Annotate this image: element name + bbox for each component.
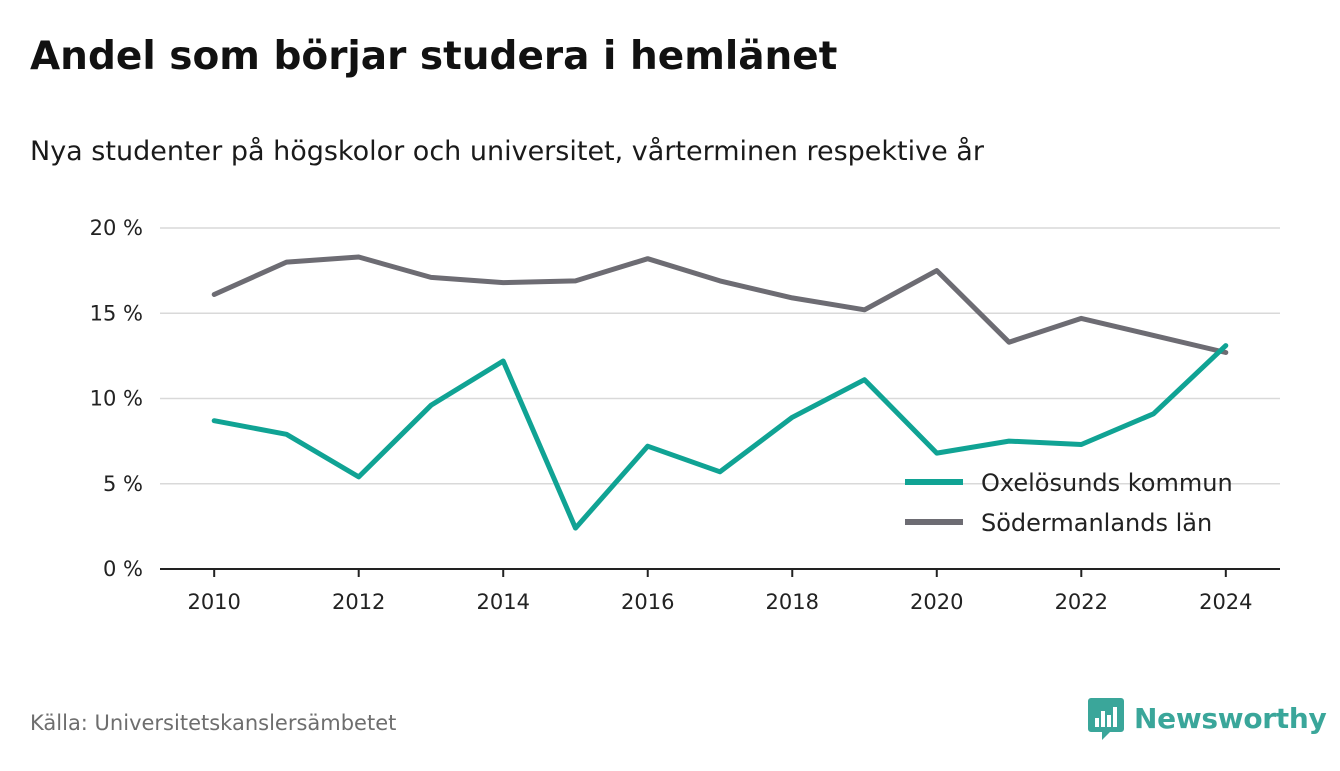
x-tick-label: 2010 bbox=[187, 590, 240, 614]
x-tick-label: 2012 bbox=[332, 590, 385, 614]
y-tick-label: 15 % bbox=[90, 301, 143, 325]
brand-name: Newsworthy bbox=[1134, 701, 1327, 735]
x-tick-label: 2022 bbox=[1055, 590, 1108, 614]
x-tick-label: 2024 bbox=[1199, 590, 1252, 614]
gridlines bbox=[160, 227, 1280, 485]
bar-chart-speech-bubble-icon bbox=[1088, 698, 1124, 740]
legend-label: Södermanlands län bbox=[981, 509, 1212, 537]
y-tick-label: 10 % bbox=[90, 387, 143, 411]
x-tick-label: 2016 bbox=[621, 590, 674, 614]
x-tick-label: 2014 bbox=[476, 590, 529, 614]
series-line-1 bbox=[211, 254, 1229, 355]
y-axis: 0 % 5 % 10 % 15 % 20 % bbox=[90, 216, 143, 581]
line-chart: 0 %5 %10 %15 %20 % 2010 2012 2014 2016 2018 2… bbox=[90, 216, 1280, 614]
source-note: Källa: Universitetskanslersämbetet bbox=[30, 711, 397, 735]
x-axis: 2010 2012 2014 2016 2018 2020 2022 2024 bbox=[160, 568, 1280, 614]
y-tick-label: 5 % bbox=[103, 472, 143, 496]
brand-logo: Newsworthy bbox=[1088, 696, 1327, 740]
series-lines bbox=[211, 254, 1229, 531]
x-tick-label: 2020 bbox=[910, 590, 963, 614]
chart-subtitle: Nya studenter på högskolor och universit… bbox=[30, 136, 984, 167]
y-tick-label: 0 % bbox=[103, 557, 143, 581]
x-tick-label: 2018 bbox=[766, 590, 819, 614]
y-tick-label: 20 % bbox=[90, 216, 143, 240]
chart-title: Andel som börjar studera i hemlänet bbox=[30, 34, 838, 79]
series-line-0 bbox=[211, 343, 1229, 531]
legend: Oxelösunds kommun Södermanlands län bbox=[905, 469, 1233, 537]
legend-label: Oxelösunds kommun bbox=[981, 469, 1233, 497]
